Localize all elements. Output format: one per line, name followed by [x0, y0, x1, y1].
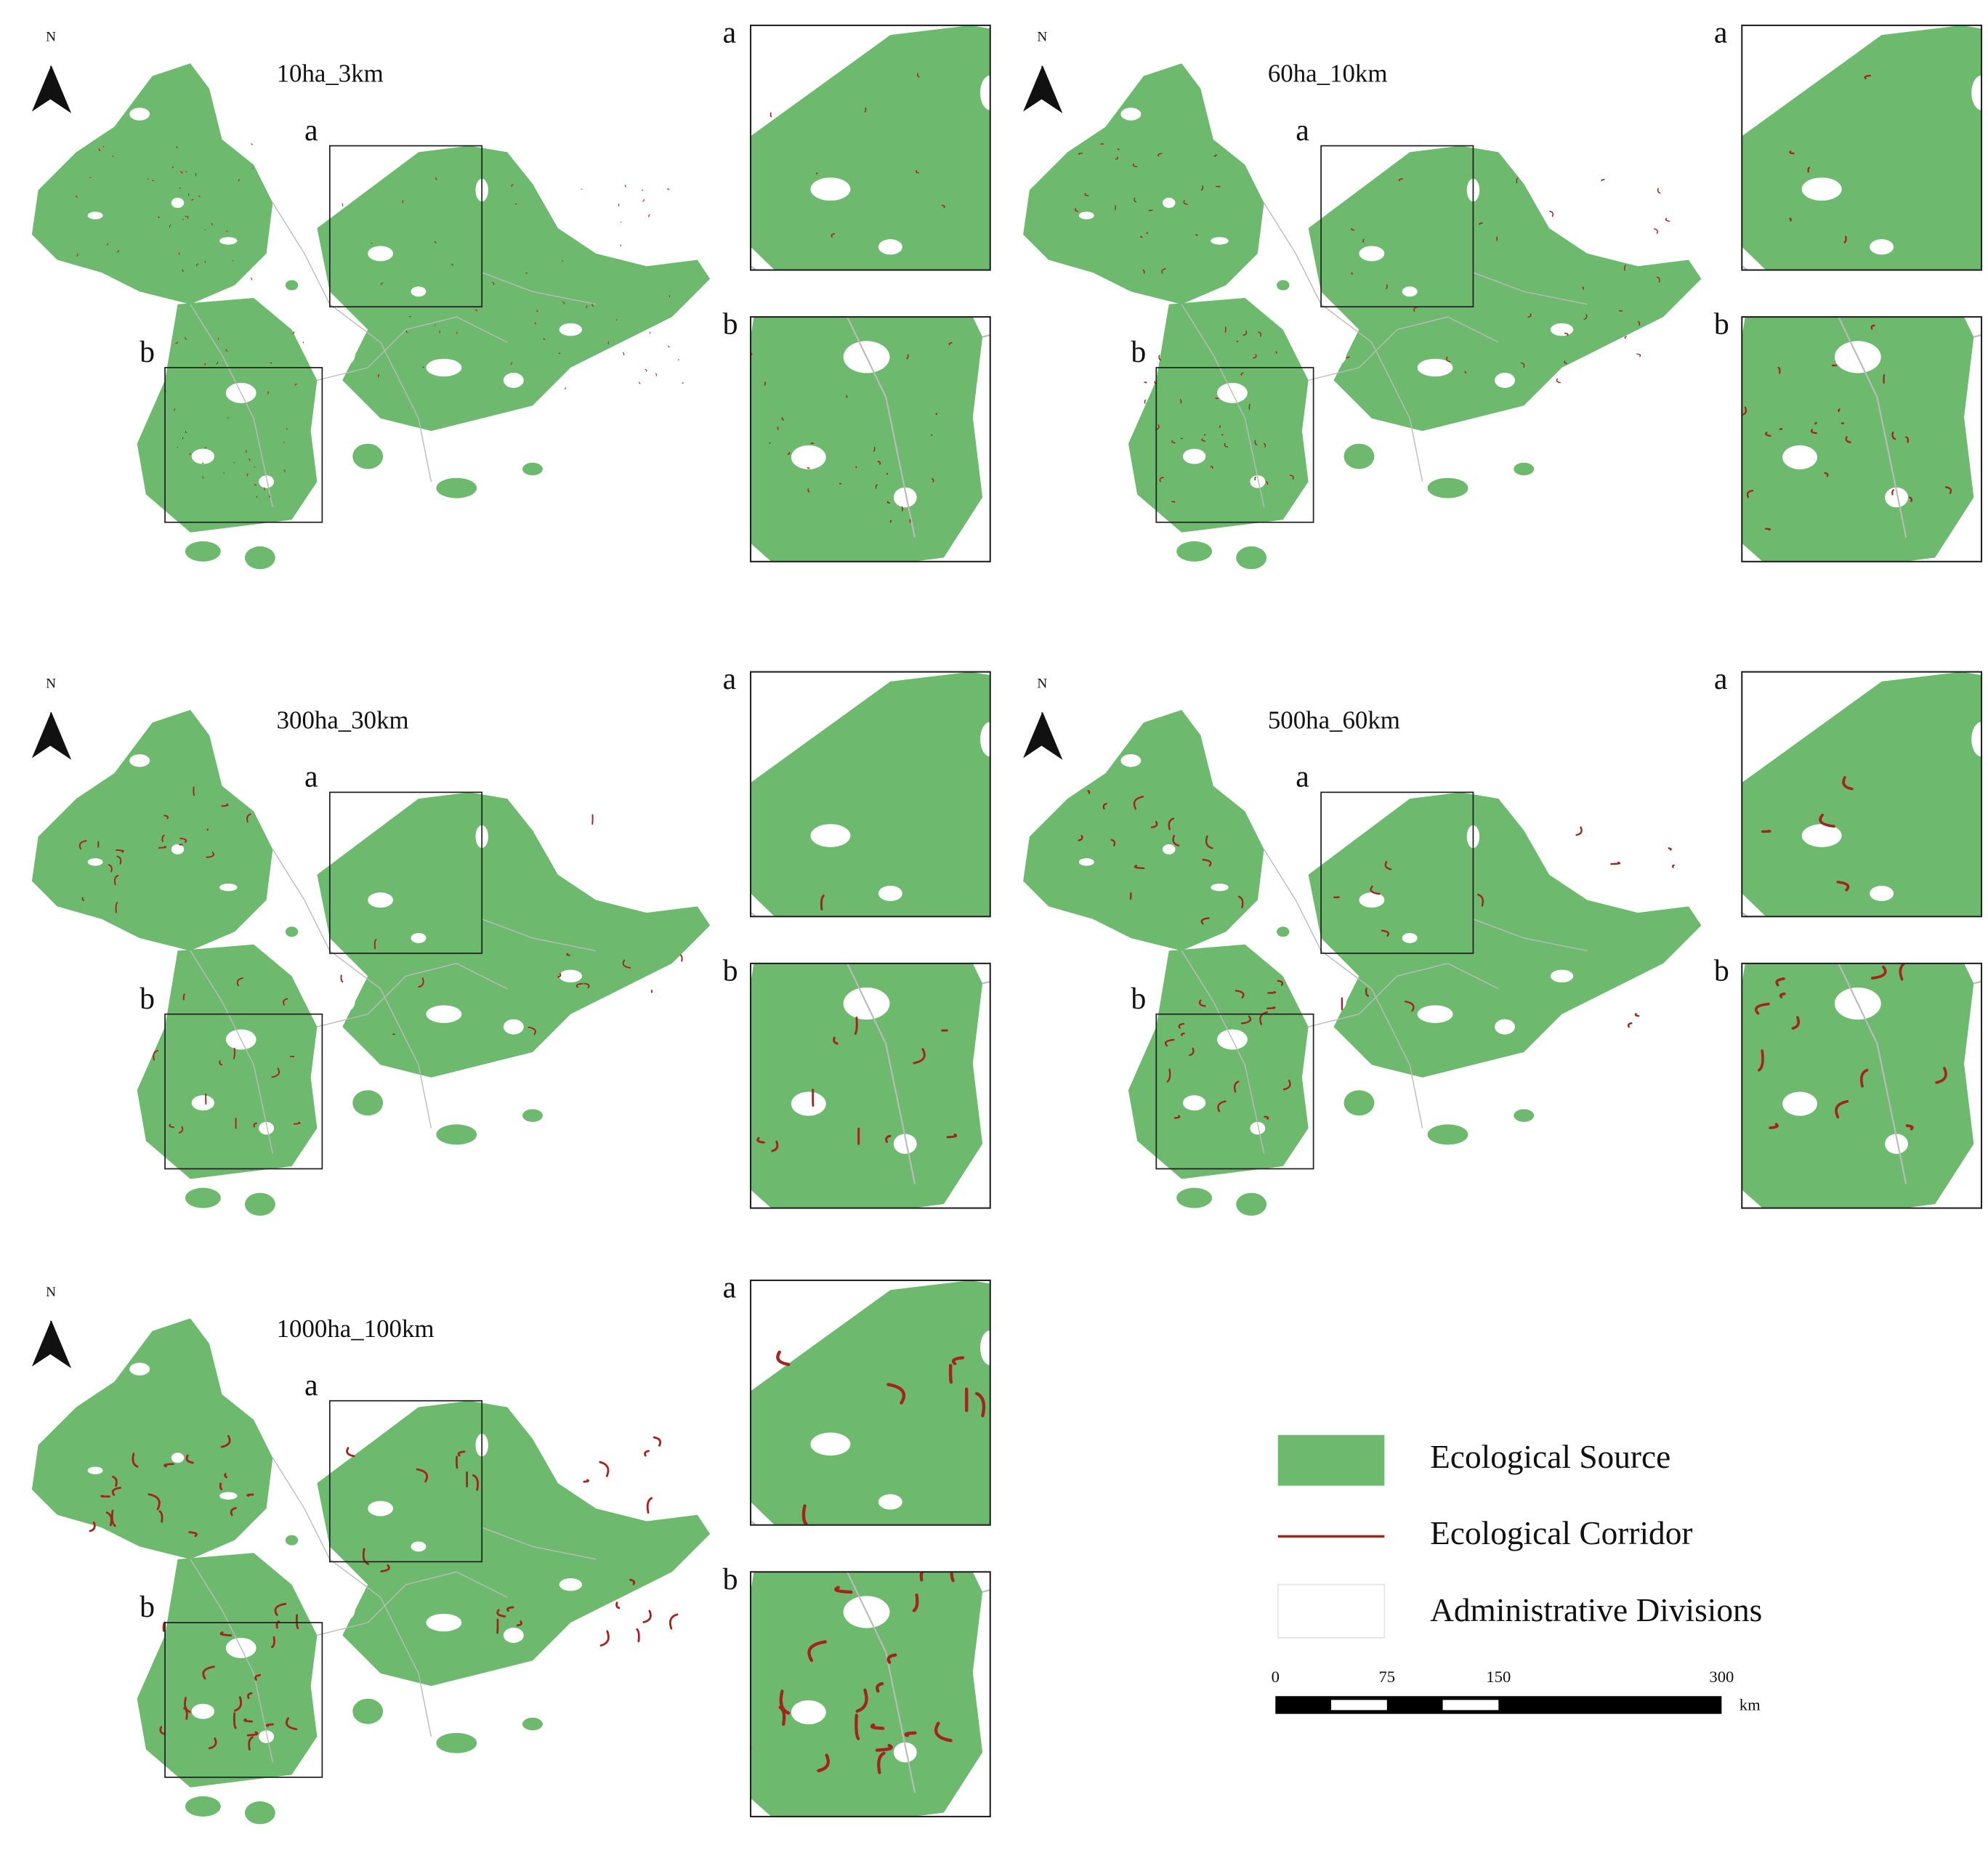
inset-map [1742, 317, 1982, 562]
zoom-box [1155, 367, 1314, 523]
inset-label: a [723, 663, 737, 696]
north-arrow [31, 1320, 52, 1367]
scale-bar-segment [1331, 1700, 1387, 1711]
zoom-box [164, 1622, 323, 1778]
zoom-label: a [1296, 761, 1309, 794]
inset-label: b [723, 1563, 738, 1596]
zoom-label: b [1131, 336, 1146, 369]
north-arrow [1023, 65, 1043, 112]
panel-title: 1000ha_100km [277, 1314, 435, 1343]
scale-tick-label: 300 [1709, 1668, 1734, 1686]
inset-frame [749, 1571, 991, 1818]
zoom-label: a [304, 761, 318, 794]
inset-label: a [723, 16, 737, 49]
north-arrow [50, 65, 72, 113]
inset-frame [1741, 316, 1983, 562]
zoom-box [164, 367, 323, 523]
scale-tick-label: 0 [1272, 1668, 1280, 1686]
inset-label: a [1714, 663, 1728, 696]
inset-frame [749, 316, 991, 562]
legend: Ecological Source Ecological Corridor Admi… [1277, 1434, 1762, 1639]
north-arrow [31, 65, 52, 112]
inset-label: b [723, 954, 738, 987]
north-arrow [50, 1320, 72, 1368]
legend-label: Ecological Corridor [1430, 1515, 1692, 1551]
inset-map [1742, 963, 1982, 1208]
inset-label: a [723, 1272, 737, 1305]
north-label: N [1037, 676, 1047, 691]
zoom-label: b [140, 336, 155, 369]
zoom-box [1155, 1013, 1314, 1170]
zoom-box [1320, 791, 1474, 954]
north-arrow [1041, 712, 1063, 760]
map [31, 709, 711, 1216]
north-arrow [50, 712, 72, 760]
scale-bar: 0 75 150 300 km [1272, 1668, 1761, 1714]
zoom-label: a [304, 1369, 318, 1402]
inset-map [751, 671, 990, 917]
scale-tick-label: 75 [1378, 1668, 1395, 1686]
panel-title: 500ha_60km [1268, 706, 1400, 734]
inset-map [751, 25, 990, 270]
inset-frame [749, 671, 991, 918]
inset-map [751, 1572, 990, 1817]
north-arrow [1041, 65, 1063, 113]
inset-frame [1741, 962, 1983, 1209]
legend-swatch-admin [1277, 1583, 1386, 1639]
scale-tick-label: 150 [1486, 1668, 1511, 1686]
north-label: N [46, 1285, 56, 1300]
map [1022, 709, 1702, 1216]
zoom-box [328, 145, 483, 308]
panel-title: 10ha_3km [277, 60, 384, 88]
inset-frame [1741, 24, 1983, 271]
legend-label: Ecological Source [1430, 1439, 1670, 1475]
zoom-box [164, 1013, 323, 1170]
north-arrow [1023, 712, 1043, 759]
panel-title: 300ha_30km [277, 706, 409, 734]
legend-label: Administrative Divisions [1430, 1592, 1762, 1628]
north-label: N [46, 676, 56, 691]
zoom-label: b [140, 982, 155, 1016]
panel-title: 60ha_10km [1268, 60, 1388, 88]
zoom-label: b [1131, 982, 1146, 1016]
inset-frame [749, 962, 991, 1209]
inset-label: b [1714, 308, 1729, 342]
inset-frame [749, 1279, 991, 1526]
inset-label: a [1714, 16, 1728, 49]
inset-map [751, 317, 990, 562]
zoom-label: a [304, 114, 318, 148]
inset-map [751, 963, 990, 1208]
zoom-box [1320, 145, 1474, 308]
north-label: N [1037, 30, 1047, 45]
legend-swatch-source [1277, 1434, 1385, 1486]
north-arrow [31, 712, 52, 759]
inset-map [1742, 25, 1982, 270]
scale-bar-segment [1442, 1700, 1499, 1711]
zoom-box [328, 1400, 483, 1563]
inset-frame [749, 24, 991, 271]
inset-map [751, 1280, 990, 1525]
scale-unit: km [1740, 1695, 1761, 1713]
map [751, 1572, 990, 1817]
inset-label: b [1714, 954, 1729, 987]
north-label: N [46, 30, 56, 45]
inset-frame [1741, 671, 1983, 918]
inset-label: b [723, 308, 738, 342]
zoom-box [328, 791, 483, 954]
map [31, 62, 711, 570]
zoom-label: b [140, 1591, 155, 1624]
map [31, 1317, 711, 1825]
zoom-label: a [1296, 114, 1309, 148]
map [1022, 62, 1702, 570]
inset-map [1742, 671, 1982, 917]
